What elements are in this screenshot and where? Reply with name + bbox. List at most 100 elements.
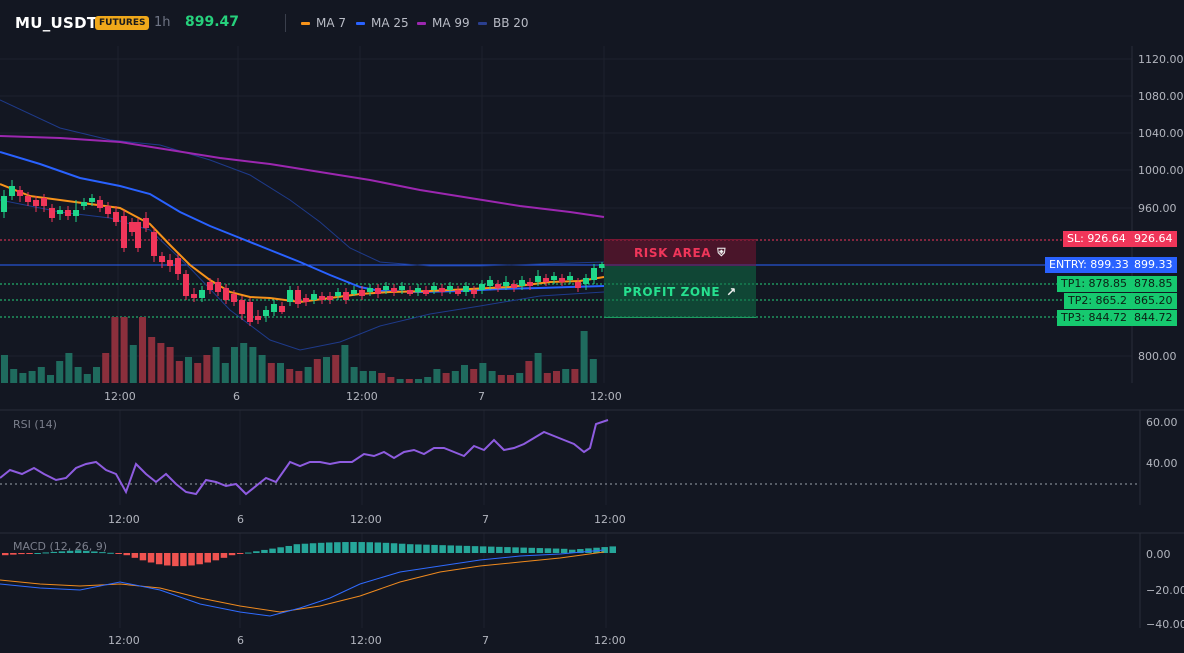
legend-ma99[interactable]: MA 99 [417,16,470,30]
volume-bar [516,373,524,383]
legend-ma25[interactable]: MA 25 [356,16,409,30]
volume-bar [139,317,146,383]
macd-histogram-bar [415,544,422,553]
macd-histogram-bar [131,553,139,558]
macd-axis-label: 0.00 [1146,548,1171,561]
volume-bar [19,373,27,383]
tp3-price-tag: 844.72 [1130,310,1177,326]
chart-header: MU_USDT FUTURES 1h 899.47 MA 7 MA 25 MA … [0,0,1184,46]
volume-bar [479,363,487,383]
macd-histogram-bar [309,543,317,553]
macd-histogram-bar [407,544,414,553]
volume-bar [120,317,128,383]
shield-icon: ⛨ [717,246,727,259]
candle-body [97,200,103,208]
legend-ma7[interactable]: MA 7 [301,16,346,30]
volume-bar [378,373,386,383]
macd-title[interactable]: MACD (12, 26, 9) [13,540,108,553]
candle-body [567,276,573,280]
time-axis-label: 12:00 [350,513,382,526]
volume-bar [277,363,284,383]
futures-badge: FUTURES [95,16,150,30]
candle-body [487,280,493,286]
candle-body [191,294,197,298]
volume-bar [56,361,64,383]
volume-bar [525,361,533,383]
rocket-icon: ↗ [726,284,737,299]
macd-histogram-bar [463,545,471,553]
bb20-swatch [478,21,487,25]
rsi-title[interactable]: RSI (14) [13,418,57,431]
tp1-label: TP1: 878.85 [1057,276,1132,292]
macd-histogram-bar [560,548,568,553]
rsi-axis-label: 40.00 [1146,457,1178,470]
candle-body [359,290,365,296]
volume-bar [350,367,358,383]
volume-bar [304,367,312,383]
candle-body [223,288,229,300]
time-axis-label: 7 [482,634,489,647]
macd-histogram-bar [91,551,98,553]
macd-histogram-bar [147,553,155,563]
volume-bar [185,357,192,383]
candle-body [455,290,461,294]
candle-body [33,200,39,206]
tp2-price-tag: 865.20 [1130,293,1177,309]
volume-bar [534,353,542,383]
volume-bar [157,343,165,383]
candle-body [527,282,533,286]
risk-area-zone: RISK AREA ⛨ [604,239,756,266]
candle-body [583,278,589,284]
macd-histogram-bar [382,542,390,553]
time-axis-label: 6 [237,513,244,526]
candle-body [463,286,469,292]
tp3-label: TP3: 844.72 [1057,310,1132,326]
candle-body [343,292,349,300]
tp2-label: TP2: 865.2 [1064,293,1132,309]
candle-body [247,302,253,322]
volume-bar [553,371,560,383]
candle-body [415,288,421,292]
volume-bar [93,367,100,383]
legend-bb20-label: BB 20 [493,16,529,30]
macd-histogram-bar [585,548,592,553]
candle-body [25,196,31,202]
candle-body [319,296,325,300]
candle-body [135,222,141,248]
candle-body [89,198,95,202]
macd-histogram-bar [2,553,9,556]
ma99-swatch [417,21,426,25]
volume-bar [194,363,202,383]
time-axis-label: 6 [233,390,240,403]
candle-body [41,198,47,206]
candle-body [303,298,309,302]
candle-body [215,282,221,292]
macd-histogram-bar [115,553,122,554]
volume-bar [580,331,588,383]
timeframe-label[interactable]: 1h [154,15,171,30]
entry-label: ENTRY: 899.33 [1045,257,1133,273]
candle-body [255,316,261,320]
volume-bar [65,353,73,383]
price-axis-label: 1080.00 [1138,90,1184,103]
time-axis-label: 12:00 [104,390,136,403]
macd-histogram-bar [601,547,608,553]
legend-bb20[interactable]: BB 20 [478,16,529,30]
macd-histogram-bar [123,553,130,556]
volume-bar [589,359,597,383]
symbol-name[interactable]: MU_USDT [15,14,98,32]
risk-area-label: RISK AREA [633,246,712,260]
header-divider [285,14,286,32]
candle-body [375,288,381,294]
volume-bar [461,365,468,383]
candle-body [439,288,445,292]
candle-body [327,296,333,300]
macd-histogram-bar [577,549,584,553]
macd-histogram-bar [58,551,66,553]
candle-body [503,282,509,286]
candle-body [65,210,71,216]
macd-histogram-bar [139,553,147,561]
bb-upper [0,99,605,267]
volume-bar [286,369,294,383]
